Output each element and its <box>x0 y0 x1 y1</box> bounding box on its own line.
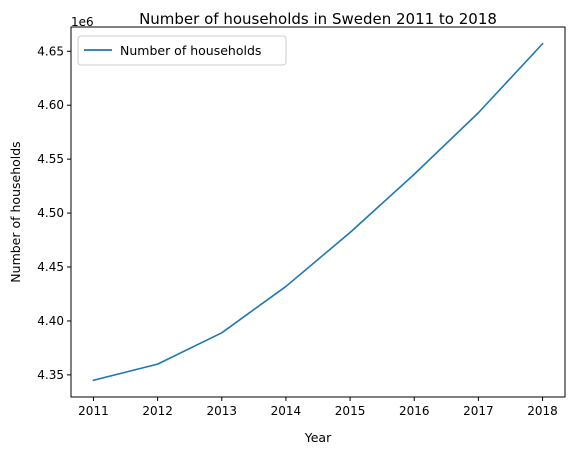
x-tick-label: 2016 <box>399 404 430 418</box>
x-tick-label: 2012 <box>142 404 173 418</box>
x-axis-label: Year <box>304 430 332 445</box>
legend: Number of households <box>78 36 286 65</box>
x-tick-label: 2015 <box>335 404 366 418</box>
y-tick-label: 4.65 <box>37 44 64 58</box>
y-axis-label: Number of households <box>8 141 23 282</box>
y-tick-label: 4.35 <box>37 368 64 382</box>
legend-label: Number of households <box>120 43 261 58</box>
x-tick-label: 2018 <box>527 404 558 418</box>
x-tick-label: 2017 <box>463 404 494 418</box>
x-tick-label: 2013 <box>206 404 237 418</box>
y-tick-label: 4.50 <box>37 206 64 220</box>
x-tick-label: 2011 <box>78 404 109 418</box>
y-tick-label: 4.55 <box>37 152 64 166</box>
x-tick-label: 2014 <box>271 404 302 418</box>
y-tick-label: 4.45 <box>37 260 64 274</box>
y-tick-label: 4.40 <box>37 314 64 328</box>
y-tick-label: 4.60 <box>37 98 64 112</box>
chart-title: Number of households in Sweden 2011 to 2… <box>139 10 497 28</box>
